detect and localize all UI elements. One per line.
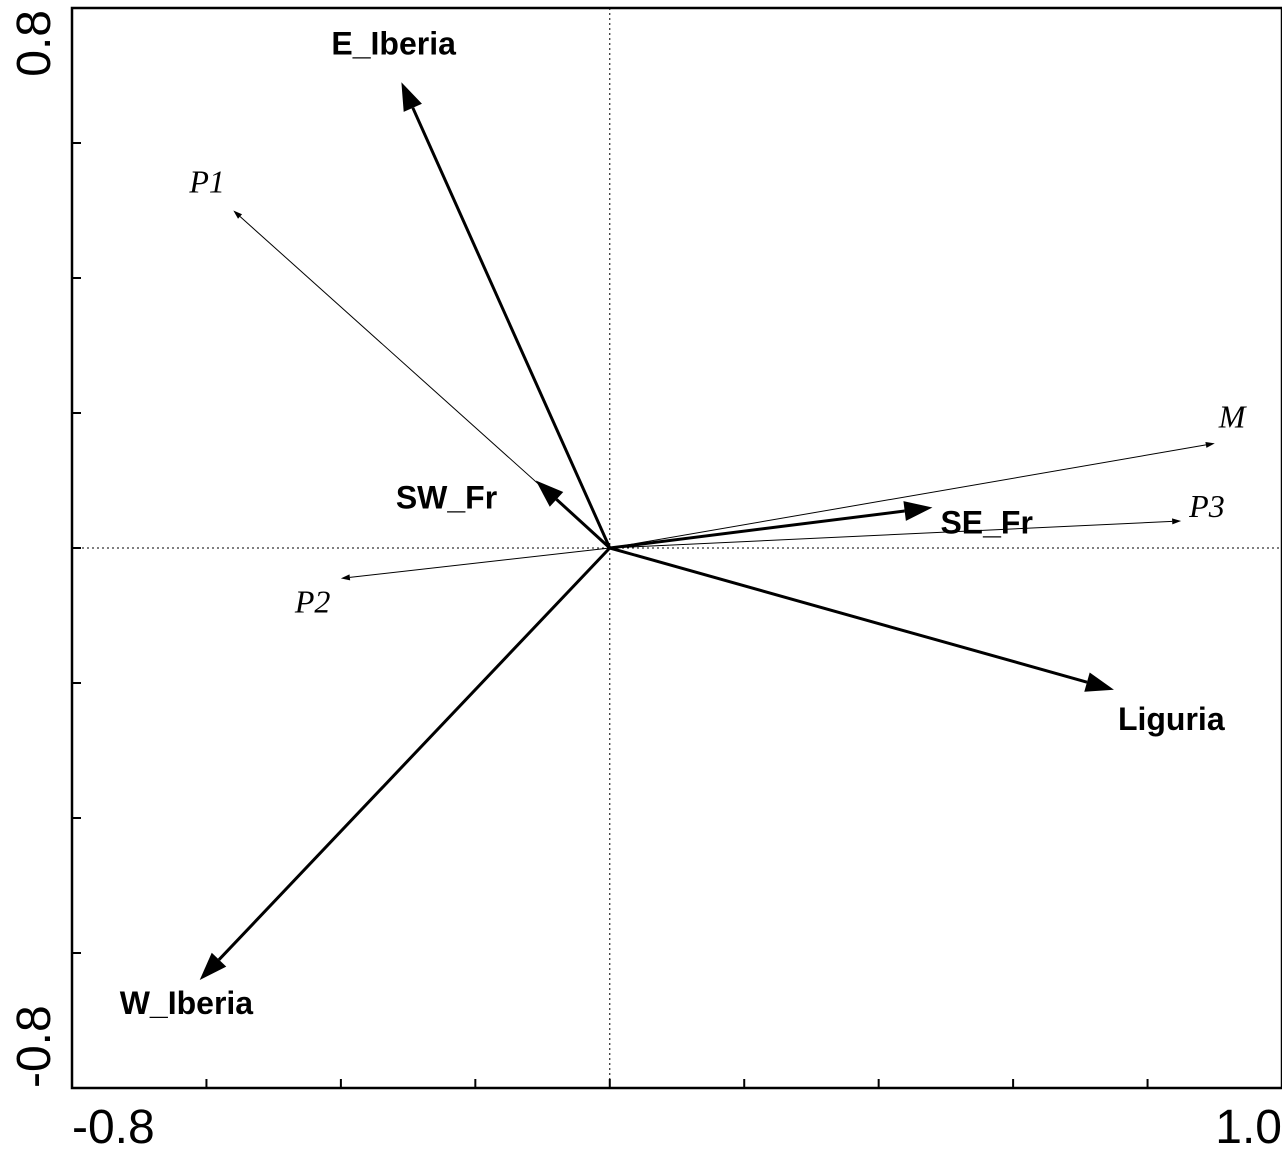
vector-liguria [609, 546, 1114, 692]
y-tick-label-max: 0.8 [8, 10, 61, 77]
vector-label-e-iberia: E_Iberia [331, 25, 456, 61]
vector-p2 [340, 547, 610, 581]
vector-labels: E_Iberia SW_Fr SE_Fr Liguria W_Iberia P1 P2 P3 M [120, 25, 1248, 1021]
x-tick-label-max: 1.0 [1215, 1101, 1282, 1150]
vector-p2-head [340, 574, 351, 581]
vector-w-iberia [199, 546, 611, 980]
vector-label-p3: P3 [1188, 488, 1225, 524]
vector-p3-head [1172, 518, 1182, 525]
vector-label-p2: P2 [294, 583, 331, 619]
vector-label-se-fr: SE_Fr [940, 505, 1032, 541]
y-tick-label-min: -0.8 [8, 1005, 61, 1088]
vector-liguria-shaft [609, 546, 1088, 684]
vector-liguria-head [1084, 672, 1114, 692]
vector-se-fr-head [903, 501, 933, 521]
vector-p1-head [233, 210, 243, 219]
x-tick-label-min: -0.8 [72, 1101, 155, 1150]
zero-lines [72, 8, 1282, 1088]
vector-e-iberia [401, 82, 612, 549]
vector-p3-shaft [609, 520, 1173, 549]
vector-se-fr [609, 501, 933, 550]
vector-p1 [233, 210, 611, 549]
vector-m-shaft [609, 444, 1206, 549]
vector-label-m: M [1218, 398, 1248, 434]
vector-arrows [199, 82, 1215, 980]
vector-m [609, 441, 1215, 549]
vector-label-sw-fr: SW_Fr [396, 480, 497, 516]
vector-label-liguria: Liguria [1118, 701, 1225, 737]
vector-e-iberia-shaft [411, 107, 612, 549]
vector-p2-shaft [349, 547, 610, 578]
vector-w-iberia-shaft [217, 546, 611, 961]
axis-ticks [71, 7, 1282, 1089]
vector-label-p1: P1 [188, 164, 225, 200]
vector-e-iberia-head [401, 82, 422, 112]
vector-w-iberia-head [199, 952, 227, 980]
vector-p1-shaft [239, 216, 611, 549]
vector-m-head [1205, 441, 1215, 448]
vector-se-fr-shaft [609, 509, 905, 550]
vector-label-w-iberia: W_Iberia [120, 985, 254, 1021]
vector-p3 [609, 518, 1182, 549]
